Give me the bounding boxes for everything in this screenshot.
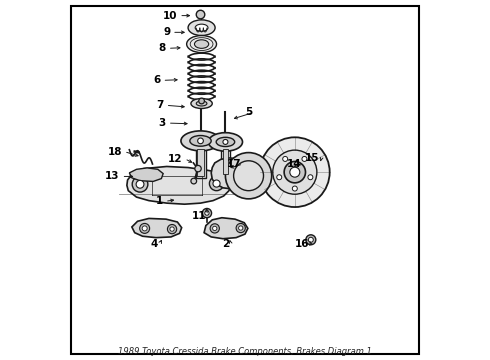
Text: 8: 8 [159, 43, 166, 53]
Bar [196, 147, 205, 177]
Circle shape [277, 175, 282, 180]
Circle shape [225, 153, 271, 199]
Text: 6: 6 [153, 75, 161, 85]
Ellipse shape [181, 131, 220, 151]
Polygon shape [132, 219, 182, 238]
Bar [197, 149, 204, 176]
Circle shape [199, 98, 204, 104]
Polygon shape [211, 158, 255, 189]
Text: 15: 15 [305, 153, 319, 163]
Text: 1: 1 [156, 196, 163, 206]
Text: 11: 11 [192, 211, 206, 221]
Circle shape [213, 180, 220, 187]
Text: 5: 5 [245, 107, 252, 117]
Circle shape [170, 227, 174, 231]
Circle shape [136, 180, 144, 188]
Circle shape [202, 208, 212, 218]
Text: 14: 14 [287, 159, 302, 169]
Circle shape [260, 137, 330, 207]
Text: 2: 2 [222, 239, 229, 249]
Circle shape [191, 178, 196, 184]
Circle shape [239, 226, 243, 230]
Circle shape [205, 211, 209, 215]
Circle shape [142, 226, 147, 231]
Circle shape [293, 186, 297, 191]
Text: 13: 13 [105, 171, 120, 181]
Ellipse shape [208, 133, 243, 151]
Text: 1989 Toyota Cressida Brake Components, Brakes Diagram 1: 1989 Toyota Cressida Brake Components, B… [118, 347, 372, 356]
Text: 12: 12 [168, 154, 183, 164]
Circle shape [306, 235, 316, 245]
Text: 4: 4 [150, 239, 158, 249]
Circle shape [223, 139, 228, 144]
Circle shape [283, 157, 288, 161]
Circle shape [210, 224, 220, 233]
Circle shape [168, 225, 177, 234]
Circle shape [195, 165, 201, 172]
Ellipse shape [190, 135, 211, 146]
Text: 9: 9 [163, 27, 171, 37]
Text: 17: 17 [227, 159, 242, 169]
Circle shape [273, 150, 317, 194]
Circle shape [290, 167, 300, 177]
Ellipse shape [216, 137, 235, 147]
Text: 7: 7 [156, 100, 164, 110]
Circle shape [132, 176, 148, 192]
Polygon shape [204, 218, 248, 239]
Circle shape [236, 224, 245, 233]
Text: 16: 16 [294, 239, 309, 249]
Text: 18: 18 [108, 147, 122, 157]
Bar [221, 148, 230, 175]
Circle shape [302, 157, 307, 161]
Polygon shape [129, 168, 163, 181]
Circle shape [140, 224, 149, 233]
Circle shape [308, 175, 313, 180]
Text: 3: 3 [159, 118, 166, 128]
Circle shape [284, 162, 305, 183]
Text: 10: 10 [163, 10, 177, 21]
Circle shape [197, 138, 203, 144]
Polygon shape [127, 166, 231, 204]
Circle shape [209, 176, 223, 191]
Ellipse shape [191, 99, 212, 108]
Circle shape [213, 226, 217, 230]
Circle shape [308, 237, 313, 242]
Circle shape [196, 10, 205, 19]
Ellipse shape [195, 24, 208, 31]
Bar [222, 149, 228, 174]
Ellipse shape [187, 36, 217, 53]
Ellipse shape [195, 40, 209, 48]
Ellipse shape [196, 101, 207, 106]
Ellipse shape [188, 20, 215, 36]
Circle shape [234, 161, 264, 191]
